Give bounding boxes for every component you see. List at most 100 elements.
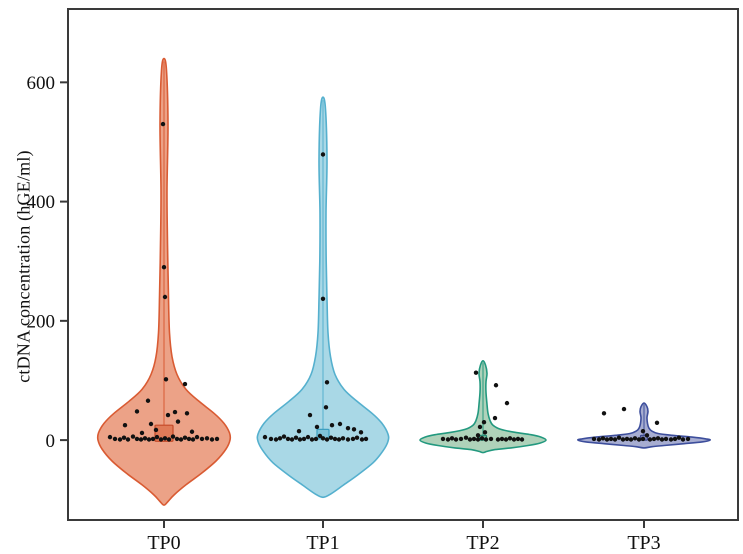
data-point-TP1 [359,437,365,442]
data-point-TP0 [204,436,210,441]
data-point-TP2 [475,433,481,438]
plot-border [67,8,739,521]
data-point-TP1 [262,434,268,440]
data-point-TP3 [621,406,627,412]
data-point-TP0 [175,419,181,424]
data-point-TP2 [453,437,459,442]
data-point-TP3 [647,437,653,442]
data-point-TP1 [332,436,338,442]
data-point-TP1 [268,436,274,442]
data-point-TP2 [458,436,464,442]
violin-box-TP0 [154,424,174,442]
data-point-TP3 [640,428,646,434]
data-point-TP2 [482,430,488,435]
data-point-TP2 [471,436,477,442]
data-point-TP1 [324,437,330,442]
data-point-TP1 [297,437,303,442]
data-point-TP1 [296,428,302,434]
data-point-TP0 [214,436,220,442]
data-point-TP1 [317,433,323,439]
y-tick-label: 600 [27,73,56,94]
data-point-TP0 [162,436,168,441]
data-point-TP0 [150,436,156,442]
data-point-TP2 [463,435,469,440]
x-axis-category-label: TP1 [306,532,339,554]
data-point-TP2 [488,436,494,442]
data-point-TP0 [174,436,180,442]
data-point-TP1 [314,424,320,430]
data-point-TP1 [358,430,364,435]
data-point-TP2 [475,437,481,442]
data-point-TP0 [148,421,154,427]
data-point-TP1 [289,437,295,442]
data-point-TP3 [636,437,642,442]
data-point-TP0 [182,381,188,387]
data-point-TP0 [189,429,195,434]
data-point-TP2 [445,437,451,442]
y-tick-label: 200 [27,311,56,332]
data-point-TP0 [166,437,172,442]
x-axis-category-label: TP3 [627,532,660,554]
data-point-TP3 [616,435,622,440]
data-point-TP0 [160,121,166,127]
data-point-TP1 [354,435,360,440]
data-point-TP2 [473,370,479,375]
data-point-TP1 [351,427,357,432]
data-point-TP2 [495,437,501,442]
data-point-TP0 [190,437,196,442]
data-point-TP0 [117,437,123,442]
data-point-TP1 [324,380,330,385]
data-point-TP3 [655,436,661,441]
data-point-TP0 [163,377,169,382]
data-point-TP0 [121,435,127,440]
x-axis-category-label: TP0 [147,532,180,554]
data-point-TP0 [134,409,140,414]
data-point-TP2 [511,437,517,442]
data-point-TP0 [165,412,171,418]
data-point-TP3 [628,437,634,442]
y-tick-label: 400 [27,192,56,213]
data-point-TP0 [158,437,164,442]
data-point-TP1 [320,152,326,157]
data-point-TP1 [329,422,335,428]
data-point-TP2 [492,415,498,421]
data-point-TP1 [320,436,326,441]
data-point-TP2 [477,424,483,430]
data-point-TP1 [363,436,369,442]
data-point-TP2 [440,436,446,442]
data-point-TP3 [601,411,607,416]
data-point-TP3 [644,433,650,438]
data-point-TP0 [209,437,215,442]
data-point-TP0 [186,436,192,442]
data-point-TP0 [184,411,190,416]
data-point-TP2 [481,420,487,425]
data-point-TP0 [172,409,178,415]
data-point-TP2 [503,437,509,442]
data-point-TP3 [596,437,602,442]
data-point-TP0 [130,434,136,439]
data-point-TP1 [281,434,287,439]
data-point-TP3 [591,436,597,442]
data-point-TP0 [107,434,113,440]
x-axis-category-label: TP2 [466,532,499,554]
data-point-TP2 [504,400,510,406]
data-point-TP1 [285,436,291,442]
data-point-TP2 [515,436,521,442]
data-point-TP2 [499,436,505,442]
data-point-TP3 [685,436,691,442]
data-point-TP2 [467,437,473,442]
data-point-TP1 [323,405,329,410]
data-point-TP3 [676,435,682,440]
y-tick-label: 0 [46,431,56,452]
data-point-TP1 [309,437,315,442]
data-point-TP3 [663,436,669,442]
data-point-TP3 [640,436,646,442]
data-point-TP1 [273,437,279,442]
data-point-TP1 [345,437,351,442]
data-point-TP3 [600,436,606,441]
data-point-TP1 [277,436,283,441]
data-point-TP3 [624,436,630,442]
data-point-TP3 [632,436,638,441]
